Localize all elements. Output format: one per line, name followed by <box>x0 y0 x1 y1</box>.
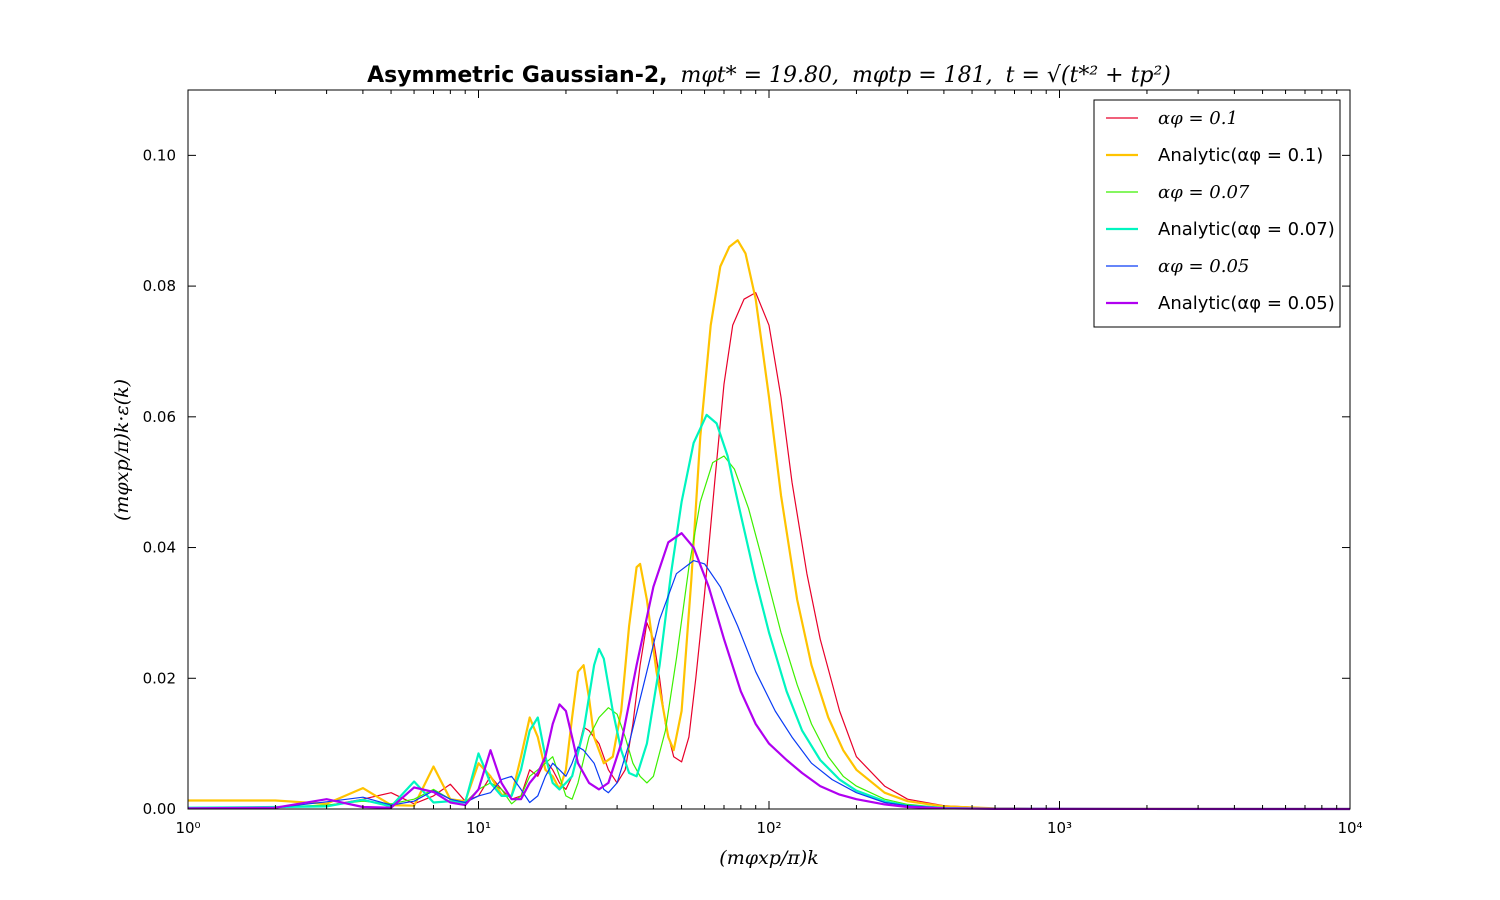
y-tick-label: 0.08 <box>143 277 176 295</box>
chart-title-part-1: mφt* = 19.80, <box>681 63 840 88</box>
series-line-0 <box>187 292 1351 810</box>
y-axis-label: (mφxp/π)k·ε(k) <box>111 379 133 521</box>
series-line-3 <box>187 413 1351 811</box>
chart-title-part-3: t = √(t*² + tp²) <box>1006 63 1171 88</box>
legend-label-4: αφ = 0.05 <box>1158 256 1249 277</box>
y-tick-label: 0.06 <box>143 408 176 426</box>
x-tick-label: 10¹ <box>466 819 491 837</box>
legend-label-5: Analytic(αφ = 0.05) <box>1158 293 1335 314</box>
legend-label-1: Analytic(αφ = 0.1) <box>1158 145 1323 166</box>
x-tick-label: 10⁰ <box>175 819 200 837</box>
legend-label-0: αφ = 0.1 <box>1158 108 1238 129</box>
series-layer <box>187 239 1351 811</box>
series-line-4 <box>187 560 1351 810</box>
x-axis-label: (mφxp/π)k <box>719 847 818 869</box>
x-tick-label: 10⁴ <box>1337 819 1362 837</box>
series-line-5 <box>187 532 1351 811</box>
y-tick-label: 0.02 <box>143 669 176 687</box>
legend-label-3: Analytic(αφ = 0.07) <box>1158 219 1335 240</box>
y-tick-label: 0.10 <box>143 146 176 164</box>
y-tick-label: 0.00 <box>143 800 176 818</box>
x-tick-label: 10³ <box>1047 819 1072 837</box>
chart-title-part-2: mφtp = 181, <box>852 63 993 88</box>
chart-title: Asymmetric Gaussian-2, mφt* = 19.80, mφt… <box>367 63 1171 88</box>
legend: αφ = 0.1 Analytic(αφ = 0.1) αφ = 0.07 Analy… <box>1093 99 1341 328</box>
legend-label-2: αφ = 0.07 <box>1158 182 1250 203</box>
x-tick-label: 10² <box>756 819 781 837</box>
y-tick-label: 0.04 <box>143 539 176 557</box>
legend-box <box>1093 99 1341 328</box>
axes-layer: 10⁰ 10¹ 10² 10³ 10⁴ 0.00 0.02 0.04 0.06 0.08 0.10 <box>143 89 1363 837</box>
series-line-1 <box>188 239 1351 811</box>
chart-title-bold: Asymmetric Gaussian-2, <box>367 63 667 88</box>
